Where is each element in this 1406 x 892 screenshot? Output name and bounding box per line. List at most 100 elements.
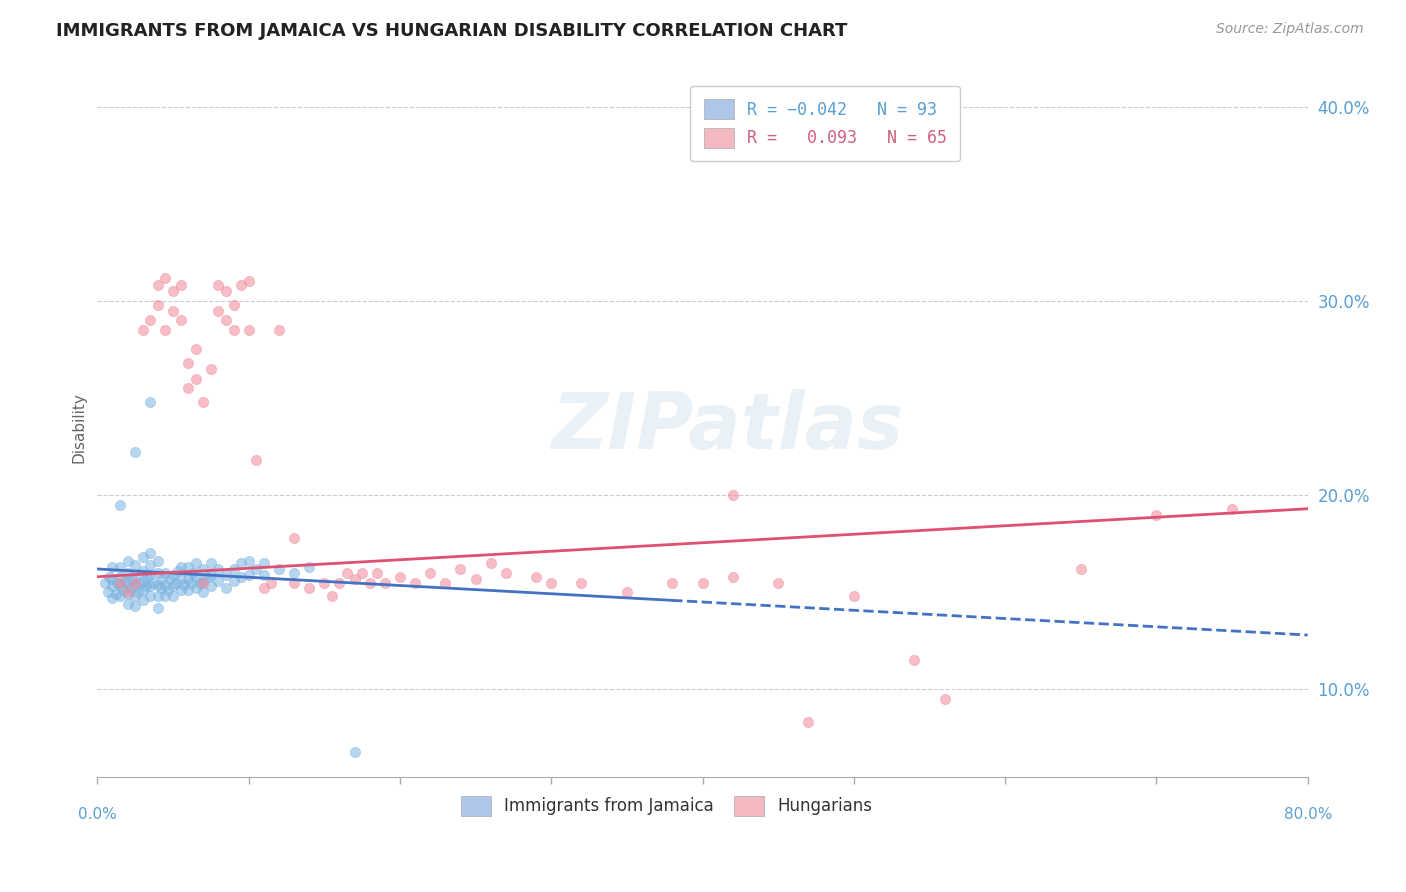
Point	[193, 585, 215, 599]
Point	[128, 575, 150, 590]
Point	[146, 589, 169, 603]
Point	[188, 575, 211, 590]
Point	[108, 560, 131, 574]
Point	[108, 579, 131, 593]
Point	[139, 313, 162, 327]
Point	[359, 575, 381, 590]
Point	[193, 395, 215, 409]
Point	[314, 575, 336, 590]
Point	[146, 566, 169, 580]
Point	[117, 575, 139, 590]
Point	[139, 546, 162, 560]
Point	[132, 564, 155, 578]
Point	[139, 395, 162, 409]
Point	[155, 566, 177, 580]
Point	[146, 577, 169, 591]
Point	[1070, 562, 1092, 576]
Point	[117, 566, 139, 580]
Point	[253, 556, 276, 570]
Point	[200, 556, 222, 570]
Point	[842, 589, 865, 603]
Point	[132, 583, 155, 598]
Point	[404, 575, 426, 590]
Point	[135, 579, 157, 593]
Text: ZIPatlas: ZIPatlas	[551, 389, 903, 465]
Point	[197, 570, 219, 584]
Point	[229, 278, 252, 293]
Point	[146, 554, 169, 568]
Point	[343, 745, 366, 759]
Point	[94, 575, 117, 590]
Point	[207, 303, 229, 318]
Point	[139, 589, 162, 603]
Point	[117, 587, 139, 601]
Point	[127, 585, 149, 599]
Point	[136, 570, 159, 584]
Point	[1144, 508, 1167, 522]
Point	[155, 577, 177, 591]
Point	[108, 575, 131, 590]
Point	[124, 558, 146, 573]
Point	[101, 591, 124, 606]
Point	[267, 562, 290, 576]
Point	[1220, 501, 1243, 516]
Point	[108, 570, 131, 584]
Point	[229, 556, 252, 570]
Point	[661, 575, 683, 590]
Point	[124, 567, 146, 582]
Point	[298, 582, 321, 596]
Point	[238, 567, 260, 582]
Point	[374, 575, 396, 590]
Point	[121, 572, 143, 586]
Point	[238, 554, 260, 568]
Point	[169, 583, 191, 598]
Y-axis label: Disability: Disability	[72, 392, 86, 463]
Point	[479, 556, 502, 570]
Point	[155, 270, 177, 285]
Point	[132, 550, 155, 565]
Point	[184, 582, 207, 596]
Point	[181, 566, 204, 580]
Point	[165, 575, 187, 590]
Point	[449, 562, 471, 576]
Point	[366, 566, 388, 580]
Point	[298, 560, 321, 574]
Point	[321, 589, 343, 603]
Point	[229, 570, 252, 584]
Point	[132, 323, 155, 337]
Point	[162, 284, 184, 298]
Point	[616, 585, 638, 599]
Point	[177, 560, 200, 574]
Point	[124, 589, 146, 603]
Point	[388, 570, 411, 584]
Point	[215, 567, 238, 582]
Point	[352, 566, 374, 580]
Point	[207, 278, 229, 293]
Point	[283, 566, 305, 580]
Point	[139, 567, 162, 582]
Point	[200, 579, 222, 593]
Point	[146, 600, 169, 615]
Text: Source: ZipAtlas.com: Source: ZipAtlas.com	[1216, 22, 1364, 37]
Point	[260, 575, 283, 590]
Point	[101, 579, 124, 593]
Point	[343, 572, 366, 586]
Point	[98, 570, 121, 584]
Text: 80.0%: 80.0%	[1284, 807, 1331, 822]
Point	[146, 278, 169, 293]
Point	[238, 275, 260, 289]
Point	[571, 575, 593, 590]
Point	[159, 572, 181, 586]
Point	[146, 298, 169, 312]
Point	[177, 381, 200, 395]
Point	[184, 343, 207, 357]
Point	[434, 575, 457, 590]
Point	[162, 579, 184, 593]
Point	[215, 582, 238, 596]
Point	[142, 575, 165, 590]
Point	[495, 566, 517, 580]
Point	[193, 562, 215, 576]
Point	[766, 575, 789, 590]
Point	[117, 597, 139, 611]
Point	[524, 570, 547, 584]
